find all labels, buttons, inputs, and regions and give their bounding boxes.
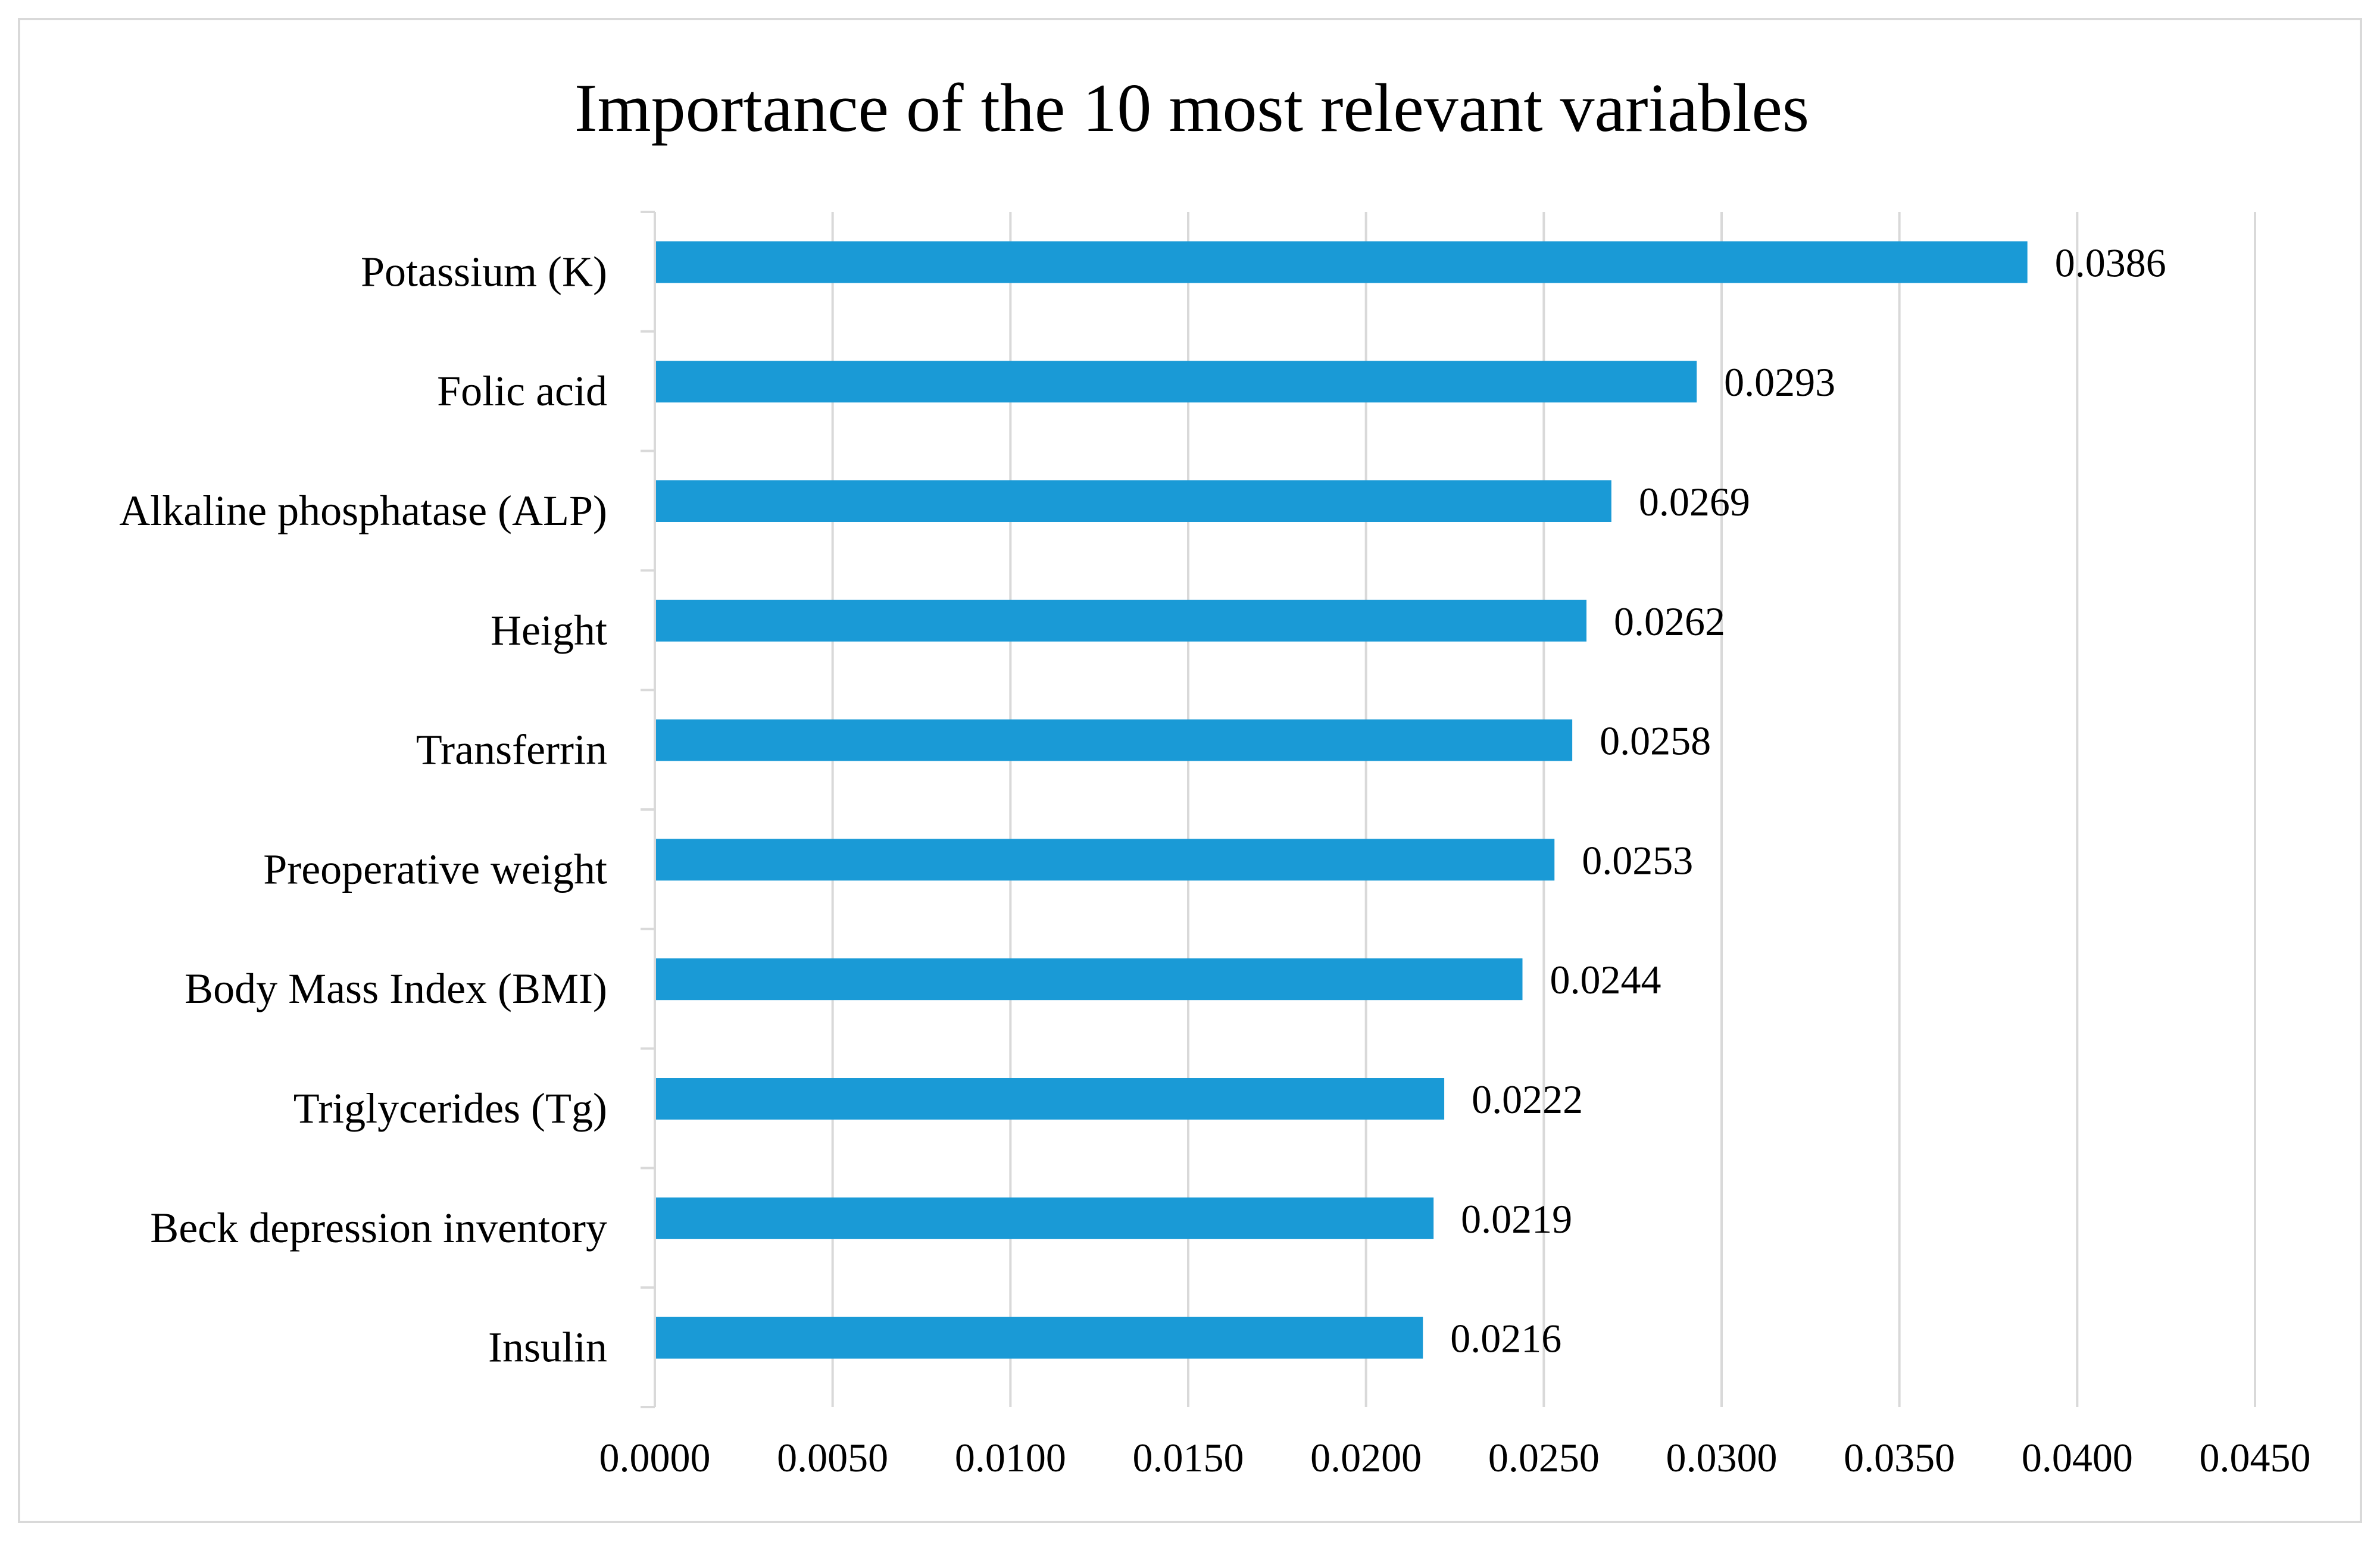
bar [655,1197,1434,1239]
bar [655,599,1587,642]
x-tick-label: 0.0250 [1488,1435,1600,1480]
category-label: Preoperative weight [263,845,607,893]
data-label: 0.0244 [1550,957,1661,1002]
bar [655,958,1523,1001]
data-label: 0.0269 [1639,479,1750,524]
chart-frame: Importance of the 10 most relevant varia… [18,18,2362,1523]
data-label: 0.0386 [2055,240,2166,285]
x-tick-label: 0.0050 [777,1435,888,1480]
category-label: Alkaline phosphatase (ALP) [119,487,607,534]
category-label: Insulin [488,1324,607,1371]
category-label: Potassium (K) [361,248,607,295]
category-label: Height [491,607,607,654]
grid-layer [831,212,2256,1407]
axis-layer [641,211,656,1408]
chart-title: Importance of the 10 most relevant varia… [574,70,1809,146]
data-label: 0.0222 [1472,1077,1583,1122]
data-label: 0.0216 [1450,1316,1561,1361]
x-tick-label: 0.0000 [599,1435,711,1480]
x-tick-label: 0.0200 [1310,1435,1422,1480]
chart-svg: Importance of the 10 most relevant varia… [119,70,2310,1480]
bar [655,361,1697,403]
bar [655,719,1573,761]
data-label: 0.0219 [1461,1196,1572,1242]
data-label: 0.0253 [1582,837,1693,883]
x-tick-label: 0.0100 [955,1435,1066,1480]
bar [655,839,1555,881]
bar [655,1078,1445,1120]
x-tick-label: 0.0300 [1666,1435,1778,1480]
x-tick-label: 0.0150 [1133,1435,1244,1480]
data-label: 0.0258 [1600,718,1711,764]
category-label: Beck depression inventory [150,1204,607,1252]
category-label: Triglycerides (Tg) [293,1084,607,1132]
label-layer: 0.0000 0.0050 0.0100 0.0150 0.0200 0.0250 0.03… [119,240,2310,1480]
category-label: Transferrin [416,726,607,774]
category-label: Body Mass Index (BMI) [185,965,607,1012]
bar-layer [655,241,2028,1359]
x-tick-label: 0.0350 [1844,1435,1955,1480]
x-tick-label: 0.0450 [2200,1435,2311,1480]
data-label: 0.0293 [1724,360,1835,405]
bar [655,1317,1423,1359]
data-label: 0.0262 [1614,599,1725,644]
x-tick-label: 0.0400 [2022,1435,2133,1480]
bar [655,480,1611,522]
bar [655,241,2028,283]
category-label: Folic acid [437,367,607,415]
